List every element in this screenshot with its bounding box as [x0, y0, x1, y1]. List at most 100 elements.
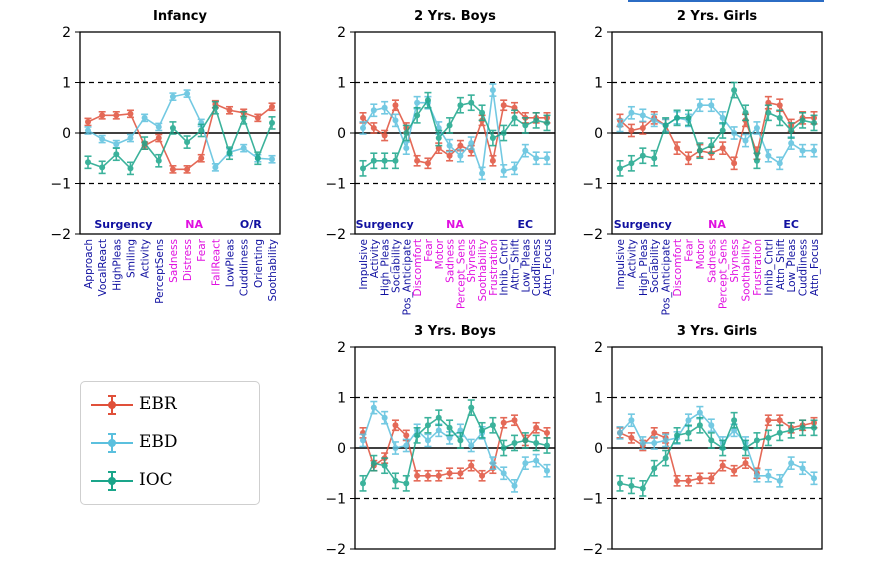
- data-point: [446, 470, 453, 477]
- data-point: [522, 122, 529, 129]
- x-tick-label: Sociability: [390, 239, 402, 293]
- data-point: [628, 482, 635, 489]
- data-point: [533, 117, 540, 124]
- data-point: [511, 482, 518, 489]
- data-point: [685, 477, 692, 484]
- data-point: [511, 417, 518, 424]
- x-tick-label: Impulsive: [358, 239, 370, 290]
- data-point: [753, 472, 760, 479]
- data-point: [127, 135, 134, 142]
- series-ebd: [359, 83, 551, 181]
- x-tick-label: FallReact: [210, 239, 222, 286]
- y-tick-label: 0: [337, 126, 346, 142]
- data-point: [360, 114, 366, 121]
- legend-item-ebd: EBD: [81, 428, 261, 458]
- y-tick-label: 0: [62, 126, 71, 142]
- data-point: [799, 117, 806, 124]
- group-label: Surgency: [94, 218, 152, 231]
- x-tick-label: HighPleas: [111, 239, 123, 291]
- data-point: [240, 114, 247, 121]
- data-point: [628, 417, 635, 424]
- data-point: [435, 414, 442, 421]
- data-point: [788, 460, 795, 467]
- legend-marker-ioc: [91, 471, 133, 491]
- series-ebd: [84, 89, 276, 172]
- data-point: [522, 147, 529, 154]
- legend-label-ebd: EBD: [139, 432, 178, 452]
- y-tick-label: 0: [594, 441, 603, 457]
- data-point: [799, 147, 806, 154]
- x-tick-label: Attn_Focus: [542, 239, 554, 296]
- data-point: [696, 102, 703, 109]
- x-tick-label: Fear: [423, 238, 435, 261]
- data-point: [511, 439, 518, 446]
- x-tick-label: Shyness: [729, 239, 741, 283]
- data-point: [788, 140, 795, 147]
- data-point: [765, 472, 772, 479]
- data-point: [457, 437, 464, 444]
- data-point: [489, 422, 496, 429]
- data-point: [489, 135, 496, 142]
- data-point: [708, 437, 715, 444]
- legend-dot: [108, 477, 116, 485]
- y-tick-label: −1: [325, 177, 346, 193]
- series-ebr: [359, 99, 551, 170]
- data-point: [628, 434, 635, 441]
- data-point: [674, 145, 681, 152]
- legend-label-ebr: EBR: [139, 394, 177, 414]
- data-point: [696, 147, 703, 154]
- data-point: [500, 445, 507, 451]
- data-point: [788, 127, 795, 134]
- group-label: Surgency: [356, 218, 414, 231]
- data-point: [392, 117, 399, 124]
- data-point: [651, 465, 658, 472]
- data-point: [414, 432, 421, 439]
- chart-panel-1: Infancy −2 −1 0 1 2 Surgency NA O/R Approach Vocal…: [50, 9, 281, 304]
- legend: EBR EBD IOC: [80, 381, 260, 505]
- data-point: [85, 118, 91, 125]
- data-point: [651, 155, 658, 162]
- data-point: [468, 140, 475, 147]
- data-point: [269, 119, 275, 126]
- axes-frame: [79, 31, 281, 235]
- x-tick-label: Soothability: [741, 239, 753, 301]
- x-tick-label: Cuddliness: [798, 239, 810, 296]
- data-point: [424, 422, 431, 429]
- data-point: [414, 112, 421, 119]
- data-point: [269, 103, 275, 110]
- x-tick-label: Sadness: [706, 239, 718, 283]
- data-point: [500, 167, 507, 174]
- data-point: [446, 152, 453, 159]
- data-point: [731, 87, 738, 94]
- y-tick-label: 1: [337, 76, 346, 92]
- data-point: [500, 470, 507, 477]
- x-tick-label: Sociability: [649, 239, 661, 293]
- data-point: [424, 472, 431, 479]
- data-point: [674, 477, 681, 484]
- series-ioc: [616, 81, 818, 177]
- y-tick-label: −1: [582, 177, 603, 193]
- data-point: [685, 417, 692, 424]
- data-point: [435, 124, 442, 131]
- group-label: EC: [518, 218, 534, 231]
- data-point: [435, 145, 442, 152]
- data-point: [489, 460, 496, 467]
- axes-frame: [611, 31, 823, 235]
- data-point: [776, 429, 783, 436]
- x-tick-label: Sadness: [168, 239, 180, 283]
- data-point: [240, 145, 247, 152]
- y-tick-label: 1: [594, 391, 603, 407]
- x-tick-label: Cuddliness: [239, 239, 251, 296]
- y-tick-label: 2: [594, 340, 603, 356]
- data-point: [742, 109, 749, 116]
- x-tick-label: Activity: [626, 239, 638, 278]
- data-point: [696, 422, 703, 429]
- data-point: [169, 124, 176, 131]
- data-point: [435, 427, 442, 434]
- data-point: [99, 136, 106, 143]
- data-point: [184, 139, 191, 146]
- data-point: [674, 432, 681, 439]
- data-point: [457, 102, 464, 109]
- data-point: [468, 404, 475, 411]
- data-point: [776, 160, 783, 167]
